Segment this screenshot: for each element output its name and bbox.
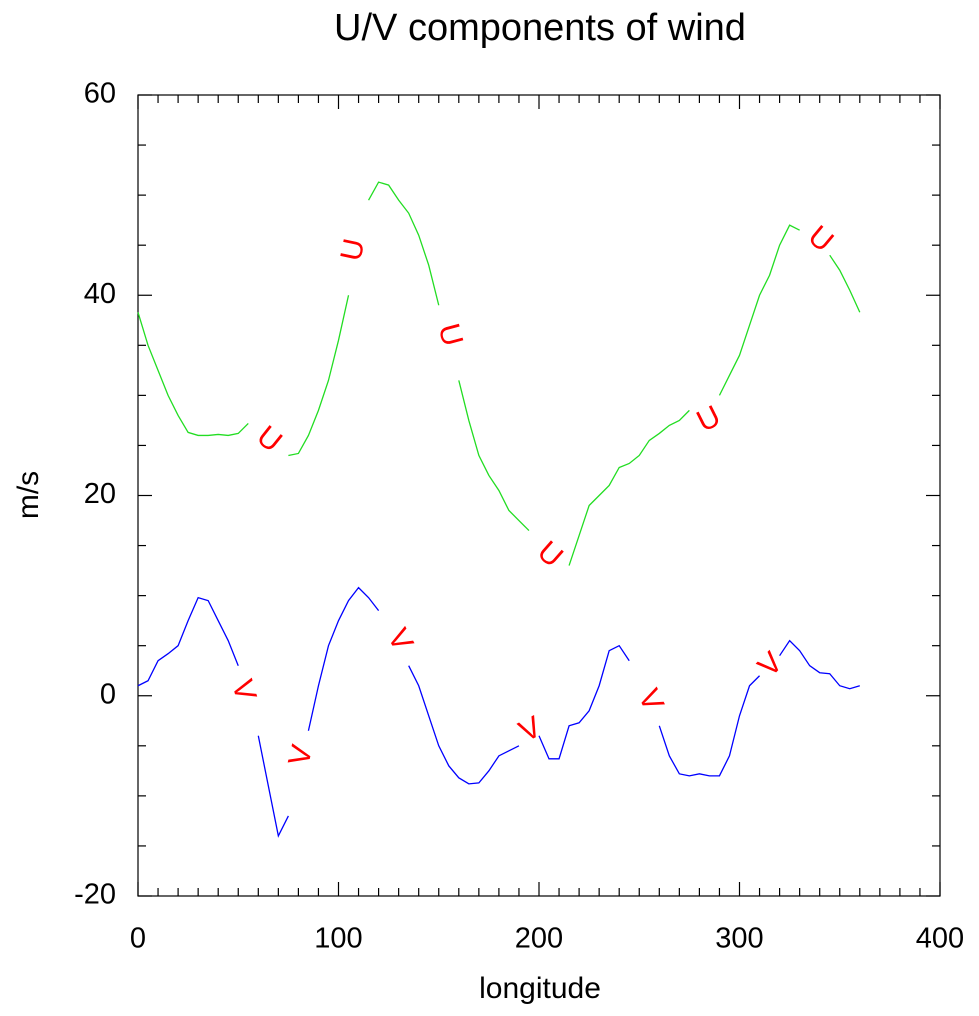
curve-label: V <box>381 623 420 656</box>
y-tick-label: 60 <box>84 78 116 110</box>
y-tick-label: -20 <box>74 879 116 911</box>
curve-label: U <box>335 236 372 264</box>
curve-label: U <box>531 535 569 574</box>
plot-frame <box>137 94 941 897</box>
x-tick-label: 0 <box>130 923 146 955</box>
chart-title: U/V components of wind <box>334 7 746 49</box>
y-tick-label: 20 <box>84 478 116 510</box>
data-line <box>137 586 860 838</box>
curve-label: V <box>283 742 320 769</box>
curve-label: U <box>432 320 469 349</box>
curve-label: U <box>251 420 289 459</box>
x-tick-label: 400 <box>916 923 964 955</box>
y-tick-label: 40 <box>84 278 116 310</box>
curve-label: U <box>802 219 840 258</box>
x-tick-label: 100 <box>314 923 362 955</box>
x-tick-label: 200 <box>515 923 563 955</box>
x-axis-label: longitude <box>479 972 601 1005</box>
curve-label: V <box>225 676 262 704</box>
curve-label: V <box>632 684 670 716</box>
data-line <box>137 181 861 566</box>
x-tick-label: 300 <box>715 923 763 955</box>
curve-label: U <box>692 399 726 438</box>
y-axis-label: m/s <box>12 471 45 519</box>
y-tick-label: 0 <box>100 678 116 710</box>
